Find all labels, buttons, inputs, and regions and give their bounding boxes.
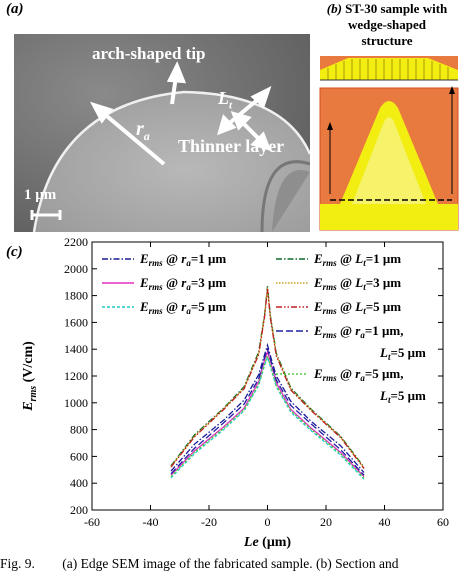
x-tick-label: 40 bbox=[379, 515, 391, 529]
x-tick-label: 0 bbox=[265, 515, 271, 529]
section-main-inner bbox=[352, 117, 426, 204]
legend-label-2: Erms @ ra=3 μm bbox=[139, 275, 226, 292]
caption-prefix: Fig. 9. bbox=[0, 556, 35, 571]
annotation-arrows bbox=[30, 61, 272, 220]
panel-b-title-line2: wedge-shaped bbox=[347, 17, 426, 32]
legend-label-3: Erms @ ra=5 μm bbox=[139, 299, 226, 316]
y-tick-label: 1200 bbox=[64, 369, 88, 383]
x-tick-label: 60 bbox=[437, 515, 449, 529]
y-tick-label: 1400 bbox=[64, 342, 88, 356]
y-tick-label: 2200 bbox=[64, 235, 88, 249]
y-axis-label: Erms (V/cm) bbox=[21, 341, 39, 412]
sem-image: arch-shaped tip ra Lt Thinner layer 1 μm bbox=[14, 34, 310, 232]
y-tick-label: 1000 bbox=[64, 396, 88, 410]
legend-label-7-line2: Lt=5 μm bbox=[379, 345, 426, 362]
chart-axes: -60 -40 -20 0 20 40 60 200 400 600 800 1000 1200 1400… bbox=[21, 235, 449, 550]
panel-a-label: (a) bbox=[6, 1, 24, 17]
section-main-base bbox=[320, 204, 458, 230]
scale-bar-label: 1 μm bbox=[24, 187, 57, 203]
radius-label: ra bbox=[136, 118, 150, 143]
y-tick-label: 600 bbox=[70, 449, 88, 463]
length-label: Lt bbox=[218, 88, 233, 112]
thinner-layer-edge bbox=[260, 160, 310, 232]
legend-label-5: Erms @ Lt=3 μm bbox=[313, 275, 401, 292]
panel-b-label: (b) bbox=[326, 1, 342, 16]
panel-c-label: (c) bbox=[6, 244, 23, 260]
figure-caption: Fig. 9. (a) Edge SEM image of the fabric… bbox=[0, 556, 474, 572]
tip-label: arch-shaped tip bbox=[92, 44, 206, 63]
tip-edge bbox=[32, 90, 310, 232]
x-tick-label: 20 bbox=[320, 515, 332, 529]
y-tick-label: 200 bbox=[70, 503, 88, 517]
y-tick-label: 400 bbox=[70, 476, 88, 490]
series-line-7 bbox=[170, 347, 365, 476]
legend-label-7: Erms @ ra=1 μm, bbox=[313, 323, 403, 340]
y-tick-label: 1600 bbox=[64, 315, 88, 329]
chart-legend: Erms @ ra=1 μm Erms @ ra=3 μm Erms @ ra=5 … bbox=[102, 251, 426, 405]
y-tick-label: 1800 bbox=[64, 289, 88, 303]
y-tick-label: 800 bbox=[70, 423, 88, 437]
thinner-layer-label: Thinner layer bbox=[178, 136, 285, 156]
legend-label-1: Erms @ ra=1 μm bbox=[139, 251, 226, 268]
series-line-1 bbox=[170, 342, 365, 473]
legend-label-8-line2: Lt=5 μm bbox=[379, 388, 426, 405]
x-tick-label: -60 bbox=[84, 515, 100, 529]
panel-b-title: (b) ST-30 sample with wedge-shaped struc… bbox=[300, 1, 474, 49]
series-line-3 bbox=[170, 355, 365, 480]
series-line-6 bbox=[170, 288, 365, 469]
legend-label-8: Erms @ ra=5 μm, bbox=[313, 366, 403, 383]
sem-graphic bbox=[14, 34, 310, 232]
x-tick-label: -20 bbox=[201, 515, 217, 529]
x-tick-label: -40 bbox=[143, 515, 159, 529]
structure-diagram bbox=[319, 56, 459, 231]
panel-b-title-line3: structure bbox=[361, 33, 413, 48]
legend-label-4: Erms @ Lt=1 μm bbox=[313, 251, 401, 268]
section-top-hatch bbox=[327, 59, 449, 80]
chart-series bbox=[170, 286, 365, 480]
legend-label-6: Erms @ Lt=5 μm bbox=[313, 299, 401, 316]
section-top-wedge bbox=[320, 58, 458, 80]
x-axis-label: Le (μm) bbox=[243, 535, 292, 550]
series-line-2 bbox=[170, 349, 365, 477]
panel-b-title-line1: ST-30 sample with bbox=[345, 1, 448, 16]
y-tick-label: 2000 bbox=[64, 262, 88, 276]
caption-text: (a) Edge SEM image of the fabricated sam… bbox=[62, 556, 399, 571]
erms-chart: -60 -40 -20 0 20 40 60 200 400 600 800 1000 1200 1400… bbox=[21, 235, 449, 550]
